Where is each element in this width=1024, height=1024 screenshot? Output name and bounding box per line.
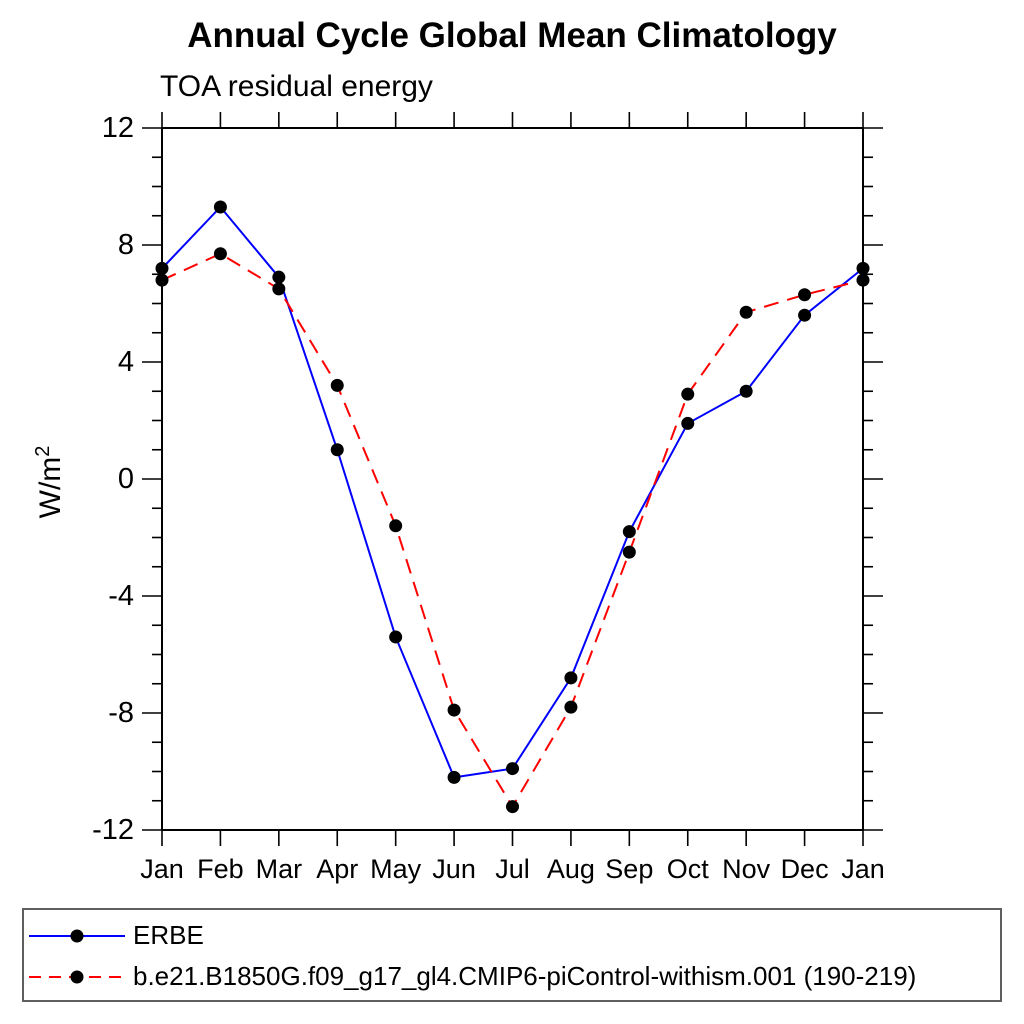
- x-axis-month-label: Sep: [605, 854, 653, 884]
- chart-subtitle: TOA residual energy: [160, 70, 433, 103]
- y-axis-label: W/m2: [32, 446, 67, 519]
- series-1-marker: [155, 273, 169, 287]
- series-1-marker: [856, 273, 870, 287]
- x-axis-month-label: Nov: [722, 854, 771, 884]
- series-1-marker: [798, 288, 812, 302]
- erbe-line-sample: [29, 929, 125, 942]
- series-0-marker: [155, 261, 169, 275]
- x-axis-month-label: May: [370, 854, 422, 884]
- series-1-marker: [506, 800, 519, 814]
- x-axis-month-label: Feb: [197, 854, 244, 884]
- legend-label-erbe: ERBE: [133, 920, 204, 950]
- plot-box: [161, 127, 864, 831]
- y-axis-tick-label: 8: [118, 229, 134, 261]
- series-0-marker: [213, 200, 227, 214]
- model-line-sample: [29, 970, 125, 983]
- erbe-sample-marker: [70, 929, 84, 942]
- legend-label-model: b.e21.B1850G.f09_g17_gl4.CMIP6-piControl…: [133, 961, 917, 991]
- series-1-marker: [622, 545, 636, 559]
- series-1-line: [161, 252, 864, 809]
- series-0-marker: [272, 270, 286, 284]
- chart-title: Annual Cycle Global Mean Climatology: [187, 16, 837, 55]
- series-1-marker: [739, 305, 753, 319]
- model-sample-marker: [70, 970, 84, 983]
- series-1-marker: [447, 703, 461, 717]
- legend-item-erbe: ERBE: [29, 915, 1000, 956]
- x-axis-month-label: Apr: [316, 854, 358, 884]
- y-axis-tick-label: -4: [108, 580, 134, 612]
- series-0-marker: [681, 416, 695, 430]
- y-axis-tick-label: 4: [118, 346, 134, 378]
- series-0-marker: [389, 630, 403, 644]
- x-axis-month-label: Jul: [495, 854, 530, 884]
- x-axis-month-label: Oct: [667, 854, 710, 884]
- x-axis-month-label: Jan: [140, 854, 184, 884]
- y-axis-tick-label: -8: [108, 697, 134, 729]
- series-0-marker: [739, 384, 753, 398]
- x-axis-month-label: Mar: [256, 854, 303, 884]
- series-0-line: [161, 205, 864, 779]
- series-0-marker: [330, 443, 344, 457]
- legend-item-model: b.e21.B1850G.f09_g17_gl4.CMIP6-piControl…: [29, 956, 1000, 997]
- series-1-marker: [213, 247, 227, 261]
- y-axis-tick-label: 0: [118, 463, 134, 495]
- series-1-marker: [389, 519, 403, 533]
- y-axis-tick-label: -12: [92, 814, 134, 846]
- series-1-marker: [681, 387, 695, 401]
- series-0-marker: [856, 261, 870, 275]
- series-1-marker: [272, 282, 286, 296]
- series-1-marker: [330, 378, 344, 392]
- x-axis-month-label: Jun: [432, 854, 476, 884]
- series-0-marker: [447, 770, 461, 784]
- series-1-marker: [564, 700, 578, 714]
- y-axis-tick-label: 12: [102, 112, 134, 144]
- series-0-marker: [798, 308, 812, 322]
- x-axis-month-label: Jan: [841, 854, 885, 884]
- series-0-marker: [506, 762, 519, 776]
- x-axis-month-label: Dec: [781, 854, 829, 884]
- x-axis-month-label: Aug: [547, 854, 595, 884]
- series-0-marker: [564, 671, 578, 685]
- series-0-marker: [622, 525, 636, 539]
- legend-box: ERBE b.e21.B1850G.f09_g17_gl4.CMIP6-piCo…: [22, 908, 1002, 1002]
